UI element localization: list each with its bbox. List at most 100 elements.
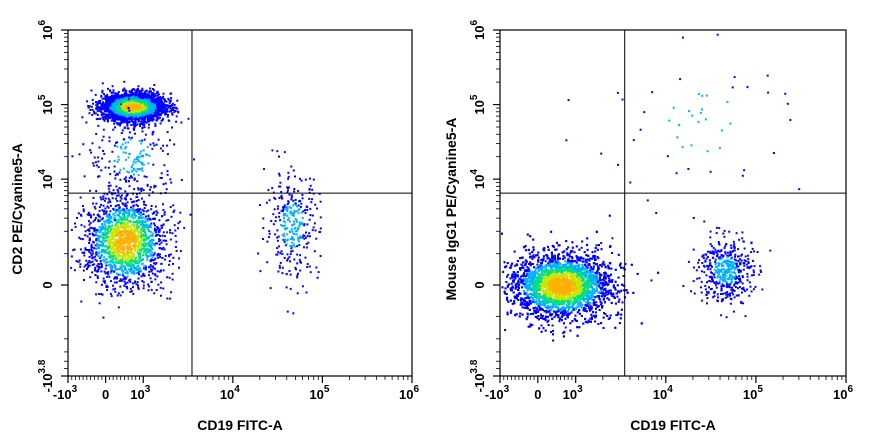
event-dot [139, 123, 142, 125]
event-dot [268, 199, 271, 202]
event-dot [100, 283, 103, 286]
event-dot [125, 121, 128, 123]
event-dot [144, 249, 147, 252]
event-dot [109, 292, 112, 295]
event-dot [142, 287, 145, 290]
event-dot [153, 259, 156, 261]
event-dot [297, 228, 299, 230]
event-dot [143, 102, 146, 105]
event-dot [290, 250, 293, 253]
event-dot [122, 118, 125, 121]
event-dot [266, 240, 269, 243]
event-dot [160, 247, 163, 250]
event-dot [313, 250, 316, 253]
event-dot [153, 184, 156, 187]
event-dot [139, 267, 142, 270]
event-dot [299, 254, 302, 257]
event-dot [134, 102, 137, 104]
event-dot [87, 261, 90, 264]
event-dot [137, 243, 140, 246]
event-dot [316, 276, 319, 279]
event-dot [299, 269, 302, 272]
event-dot [162, 102, 165, 105]
event-dot [161, 106, 164, 109]
event-dot [133, 212, 136, 215]
event-dot [97, 255, 100, 258]
event-dot [303, 234, 306, 237]
event-dot [158, 238, 161, 241]
event-dot [153, 101, 156, 104]
event-dot [150, 246, 153, 249]
event-dot [287, 171, 290, 174]
event-dot [287, 201, 290, 204]
event-dot [156, 115, 159, 118]
event-dot [126, 123, 129, 126]
event-dot [102, 260, 105, 263]
event-dot [162, 287, 165, 290]
event-dot [285, 208, 288, 211]
event-dot [263, 168, 265, 171]
event-dot [92, 241, 95, 244]
event-dot [166, 107, 169, 110]
event-dot [91, 232, 94, 235]
event-dot [158, 230, 161, 233]
event-dot [91, 263, 94, 266]
event-dot [114, 248, 117, 251]
event-dot [148, 98, 151, 101]
event-dot [152, 254, 155, 257]
event-dot [117, 99, 120, 102]
event-dot [107, 221, 110, 224]
event-dot [116, 118, 118, 121]
event-dot [296, 245, 299, 248]
event-dot [286, 310, 289, 313]
event-dot [140, 240, 143, 242]
event-dot [154, 224, 156, 227]
event-dot [127, 141, 130, 144]
event-dot [105, 240, 108, 243]
event-dot [91, 113, 94, 116]
event-dot [300, 211, 303, 214]
event-dot [119, 110, 122, 113]
event-dot [116, 101, 118, 104]
event-dot [102, 243, 105, 246]
event-dot [116, 108, 119, 111]
event-dot [138, 273, 141, 276]
event-dot [291, 224, 293, 227]
event-dot [309, 184, 312, 187]
event-dot [111, 259, 114, 262]
event-dot [143, 115, 146, 118]
event-dot [120, 113, 123, 116]
event-dot [101, 106, 104, 109]
event-dot [113, 243, 115, 246]
event-dot [312, 192, 315, 195]
event-dot [115, 222, 118, 225]
event-dot [97, 234, 99, 237]
event-dot [288, 270, 291, 272]
event-dot [141, 87, 144, 90]
event-dot [179, 250, 182, 253]
event-dot [124, 112, 127, 114]
event-dot [126, 224, 129, 227]
event-dot [119, 251, 122, 254]
event-dot [136, 210, 139, 213]
event-dot [117, 306, 120, 309]
event-dot [140, 214, 142, 217]
event-dot [153, 100, 156, 103]
event-dot [138, 250, 141, 253]
event-dot [82, 208, 85, 211]
event-dot [137, 112, 140, 115]
event-dot [145, 210, 148, 213]
event-dot [94, 274, 97, 276]
event-dot [129, 102, 132, 105]
event-dot [126, 234, 129, 237]
event-dot [83, 254, 86, 257]
event-dot [149, 265, 152, 268]
event-dot [115, 281, 118, 284]
event-dot [131, 239, 134, 242]
event-dot [107, 108, 110, 111]
event-dot [86, 213, 89, 216]
event-dot [137, 233, 140, 236]
event-dot [132, 116, 135, 119]
event-dot [130, 124, 133, 126]
event-dot [119, 221, 122, 224]
